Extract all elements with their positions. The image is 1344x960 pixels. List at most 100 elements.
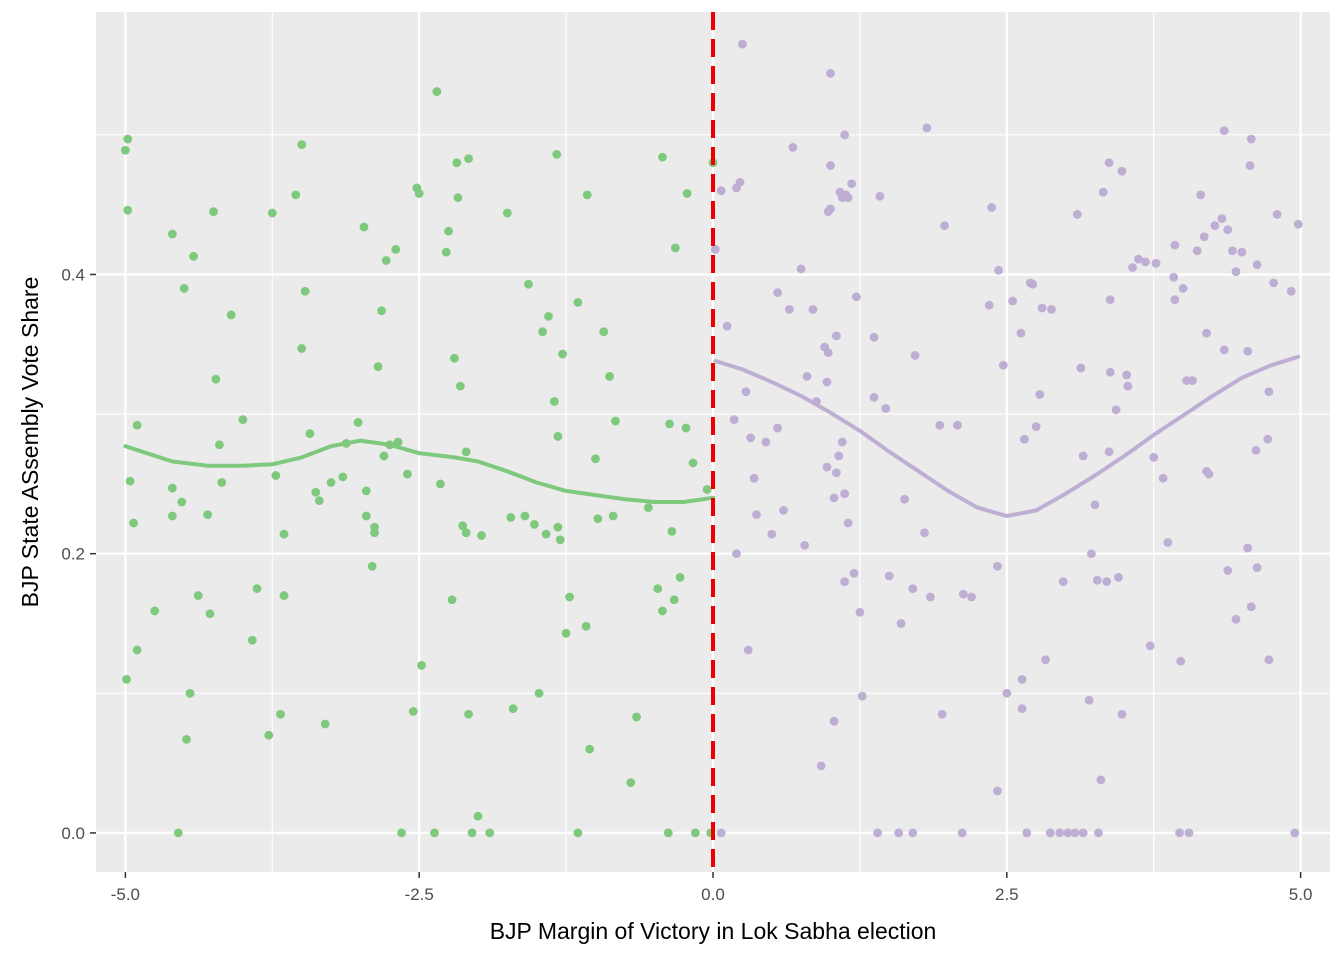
smooth-line-right xyxy=(713,354,1301,518)
data-point-left xyxy=(441,247,451,257)
data-point-left xyxy=(373,362,383,372)
data-point-right xyxy=(1196,190,1206,200)
data-point-right xyxy=(840,577,850,587)
data-point-right xyxy=(1045,828,1055,838)
x-tick-label: -2.5 xyxy=(405,885,434,904)
data-point-right xyxy=(800,540,810,550)
data-point-right xyxy=(1219,126,1229,136)
data-point-right xyxy=(1178,284,1188,293)
data-point-left xyxy=(502,208,512,218)
data-point-left xyxy=(473,811,483,821)
data-point-right xyxy=(1102,577,1112,587)
data-point-right xyxy=(1084,695,1094,705)
data-point-left xyxy=(506,512,516,522)
data-point-right xyxy=(1105,367,1115,377)
data-point-right xyxy=(1017,674,1027,684)
data-point-left xyxy=(508,704,518,714)
data-point-left xyxy=(361,486,371,496)
data-point-right xyxy=(926,592,935,602)
data-point-left xyxy=(264,730,274,740)
data-point-right xyxy=(1017,704,1027,714)
data-point-left xyxy=(573,828,583,838)
data-point-left xyxy=(432,87,442,96)
data-point-left xyxy=(209,207,218,217)
data-point-right xyxy=(1252,260,1262,270)
data-point-right xyxy=(1286,286,1296,296)
data-point-right xyxy=(1217,214,1227,224)
data-point-right xyxy=(1151,258,1161,268)
data-point-left xyxy=(408,707,418,716)
data-point-left xyxy=(565,592,575,602)
data-point-right xyxy=(816,761,826,771)
smooth-line-left xyxy=(123,438,715,504)
data-point-right xyxy=(1170,295,1180,304)
data-point-right xyxy=(1149,452,1159,462)
data-point-right xyxy=(1243,543,1253,553)
data-point-right xyxy=(729,415,739,425)
data-point-left xyxy=(447,595,457,605)
data-point-right xyxy=(1263,434,1273,444)
data-point-right xyxy=(1202,328,1211,338)
data-point-right xyxy=(829,716,839,726)
data-point-right xyxy=(741,387,751,397)
data-point-left xyxy=(182,734,191,744)
data-point-right xyxy=(1231,614,1241,624)
data-point-right xyxy=(826,69,835,78)
data-point-right xyxy=(922,123,932,133)
data-point-left xyxy=(455,381,465,391)
data-point-left xyxy=(665,419,674,429)
data-point-right xyxy=(1251,445,1261,455)
data-point-right xyxy=(1031,422,1041,432)
data-point-right xyxy=(1035,390,1045,399)
data-point-left xyxy=(682,189,692,198)
data-point-right xyxy=(834,451,844,461)
data-point-right xyxy=(1022,828,1032,838)
smooth-lines xyxy=(123,354,1301,518)
data-point-right xyxy=(869,332,879,342)
data-point-right xyxy=(1028,279,1038,289)
data-point-right xyxy=(1076,363,1086,373)
data-point-left xyxy=(552,150,562,159)
data-point-left xyxy=(549,397,559,406)
data-point-left xyxy=(305,429,315,439)
data-point-right xyxy=(1272,210,1282,219)
data-point-right xyxy=(869,392,879,402)
data-point-left xyxy=(177,497,187,507)
data-point-left xyxy=(477,531,486,540)
data-point-right xyxy=(994,265,1003,275)
data-point-left xyxy=(338,472,348,482)
data-point-right xyxy=(802,371,812,381)
data-point-right xyxy=(1063,828,1073,838)
data-point-left xyxy=(377,306,386,316)
data-point-right xyxy=(1098,187,1108,197)
data-point-right xyxy=(1072,210,1082,219)
data-point-left xyxy=(467,828,477,838)
data-point-right xyxy=(910,351,920,360)
data-point-left xyxy=(370,528,379,538)
data-point-left xyxy=(167,511,177,521)
data-point-right xyxy=(987,203,996,212)
data-point-left xyxy=(397,828,406,838)
data-point-left xyxy=(435,479,445,489)
data-point-right xyxy=(1176,656,1186,666)
data-point-right xyxy=(1141,257,1150,267)
data-point-right xyxy=(773,423,783,433)
data-point-left xyxy=(271,471,281,480)
data-point-left xyxy=(361,511,371,521)
data-point-right xyxy=(788,143,798,152)
data-point-left xyxy=(179,284,189,293)
x-tick-label: 2.5 xyxy=(995,885,1019,904)
data-point-right xyxy=(1092,575,1102,585)
data-point-right xyxy=(1016,328,1026,338)
data-point-right xyxy=(1269,278,1278,288)
data-point-right xyxy=(900,494,909,504)
data-point-right xyxy=(752,510,761,519)
data-point-right xyxy=(767,529,777,539)
data-point-right xyxy=(1243,346,1253,356)
data-point-left xyxy=(667,526,677,536)
data-point-right xyxy=(1078,451,1088,461)
data-point-left xyxy=(129,518,139,528)
data-point-right xyxy=(1184,828,1194,838)
data-point-left xyxy=(403,469,412,479)
